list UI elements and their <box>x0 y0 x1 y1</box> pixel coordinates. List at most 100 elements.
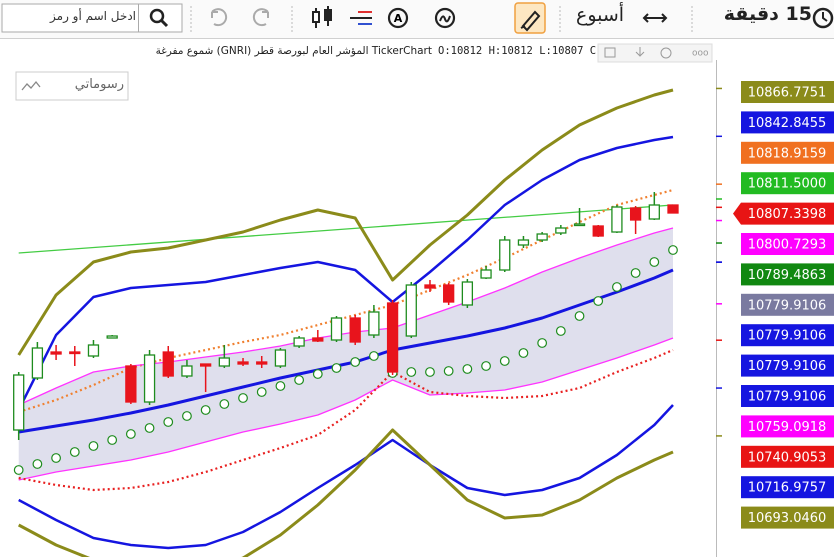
open-info: O:10812 <box>438 45 483 57</box>
candle-body <box>218 357 230 367</box>
sar-point <box>200 405 211 415</box>
candle-body <box>667 204 679 214</box>
sar-point <box>574 311 585 321</box>
sar-point <box>312 369 323 379</box>
price-label-bg <box>741 506 834 529</box>
candle-body <box>143 354 156 403</box>
sar-point <box>518 348 529 358</box>
candle-body <box>162 351 174 377</box>
sar-point <box>630 268 641 278</box>
window-controls <box>597 43 713 63</box>
undo-icon[interactable] <box>211 8 228 27</box>
indicator-line <box>18 404 674 550</box>
price-label-bg <box>741 445 834 468</box>
more-button[interactable]: ooo <box>692 49 709 59</box>
trend-icon[interactable] <box>434 7 456 29</box>
candle-body <box>349 317 361 343</box>
drawings-label[interactable]: رسوماتي <box>74 77 124 92</box>
sar-point <box>88 441 99 451</box>
down-button[interactable] <box>635 47 645 57</box>
chart-info-title: TickerChart المؤشر العام لبورصة قطر (GNR… <box>155 45 432 57</box>
candle-body <box>629 207 642 221</box>
price-label: 10818.9159 <box>748 146 827 161</box>
price-label-bg <box>741 415 834 438</box>
close-info: C <box>589 45 597 57</box>
search-placeholder[interactable]: ادخل اسم أو رمز <box>50 9 136 23</box>
low-info: L:10807 <box>539 45 584 57</box>
sar-point <box>331 363 342 373</box>
trendline <box>18 204 674 254</box>
sar-point <box>425 367 435 377</box>
candle-body <box>443 284 455 303</box>
price-label: 10716.9757 <box>748 481 827 496</box>
candle-body <box>31 347 44 379</box>
sar-point <box>13 465 24 475</box>
price-label: 10807.3398 <box>748 207 827 222</box>
redo-icon[interactable] <box>252 8 269 27</box>
candle-body <box>480 269 492 279</box>
sar-point <box>32 459 43 469</box>
candle-body <box>13 374 25 431</box>
candle-body <box>69 351 81 355</box>
candle-body <box>256 361 268 365</box>
indicators-icon[interactable] <box>350 11 372 25</box>
brush-icon <box>520 10 541 32</box>
clock-icon[interactable] <box>812 7 834 29</box>
price-label: 10779.9106 <box>748 390 827 405</box>
candle-body <box>424 284 436 289</box>
sar-point <box>462 364 473 374</box>
price-label: 10693.0460 <box>748 511 827 526</box>
price-label: 10779.9106 <box>748 298 827 313</box>
sar-point <box>668 245 678 255</box>
sar-point <box>51 453 61 463</box>
sar-point <box>499 356 510 366</box>
search-icon-handle <box>159 18 169 28</box>
candle-body <box>106 335 118 339</box>
price-label-bg <box>741 263 834 286</box>
alerts-icon[interactable] <box>387 7 409 29</box>
price-label: 10800.7293 <box>748 238 827 253</box>
sar-point <box>612 282 622 292</box>
price-label-bg <box>733 202 834 225</box>
sar-point <box>144 423 155 433</box>
price-label: 10740.9053 <box>748 450 827 465</box>
price-label: 10866.7751 <box>748 86 827 101</box>
sar-point <box>368 351 379 361</box>
candle-body <box>611 206 623 233</box>
sar-point <box>593 296 604 306</box>
candle-body <box>386 302 399 373</box>
band-fill <box>18 228 674 480</box>
maximize-button[interactable] <box>604 47 616 58</box>
high-info: H:10812 <box>488 45 533 57</box>
price-label-bg <box>741 81 834 103</box>
candle-body <box>368 311 380 336</box>
price-label: 10759.0918 <box>748 420 827 435</box>
price-label-bg <box>741 141 834 164</box>
plot <box>13 88 679 557</box>
settings-button[interactable] <box>660 47 672 59</box>
candle-body <box>181 365 193 377</box>
price-label-bg <box>741 354 834 377</box>
period-icon[interactable] <box>642 13 668 23</box>
price-label-bg <box>741 293 834 316</box>
search-icon[interactable] <box>149 8 165 24</box>
price-label: 10789.4863 <box>748 268 827 283</box>
drawings-panel[interactable] <box>15 71 129 101</box>
candle-body <box>517 239 530 246</box>
clock-hands <box>822 12 828 22</box>
period-selector[interactable]: أسبوع <box>576 4 625 26</box>
price-axis: 10866.7751 10842.8455 10818.9159 10811.5000… <box>716 81 834 529</box>
sar-point <box>163 417 174 427</box>
candle-body <box>499 239 511 271</box>
candle-body <box>592 225 604 237</box>
sar-point <box>125 429 136 439</box>
candles-icon[interactable] <box>312 6 332 28</box>
indicator-line <box>17 88 674 356</box>
candle-body <box>536 233 548 241</box>
price-label: 10842.8455 <box>748 116 827 131</box>
price-label-bg <box>741 172 834 195</box>
sar-point <box>481 361 491 371</box>
candle-body <box>405 284 417 337</box>
price-label: 10779.9106 <box>748 359 827 374</box>
interval-selector[interactable]: 15 دقيقة <box>723 3 812 25</box>
